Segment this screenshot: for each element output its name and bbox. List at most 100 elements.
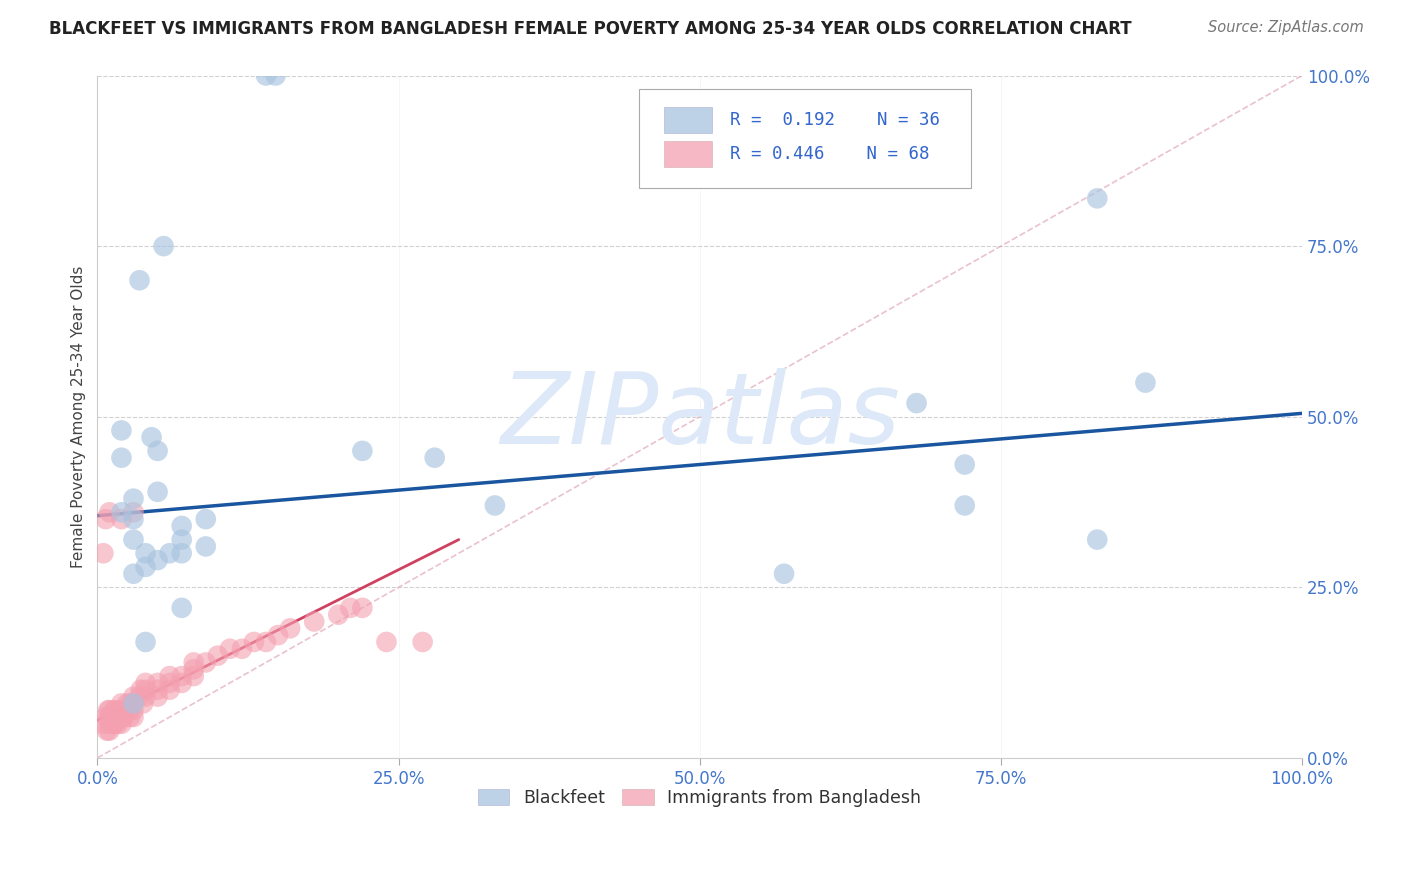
Point [302, 615, 325, 629]
Point [183, 662, 205, 676]
Point [159, 669, 181, 683]
Text: R = 0.446    N = 68: R = 0.446 N = 68 [730, 145, 929, 163]
Point [170, 546, 193, 560]
Point [118, 710, 141, 724]
Point [146, 553, 169, 567]
Point [122, 710, 145, 724]
FancyBboxPatch shape [640, 89, 970, 188]
Point [104, 710, 127, 724]
Point [135, 635, 157, 649]
Point [146, 690, 169, 704]
Point [110, 697, 132, 711]
Point [110, 710, 132, 724]
Point [104, 717, 127, 731]
Point [128, 690, 150, 704]
Point [170, 600, 193, 615]
Point [94, 512, 117, 526]
Point [97, 703, 120, 717]
Point [375, 635, 398, 649]
Point [905, 396, 928, 410]
Point [218, 641, 240, 656]
Point [170, 533, 193, 547]
Point [183, 669, 205, 683]
Point [105, 710, 128, 724]
Point [135, 690, 157, 704]
Point [278, 621, 301, 635]
Point [243, 635, 266, 649]
Point [94, 710, 117, 724]
Point [122, 703, 145, 717]
Point [129, 682, 152, 697]
Point [953, 458, 976, 472]
Point [93, 546, 115, 560]
Point [117, 697, 139, 711]
Point [254, 635, 277, 649]
Point [128, 273, 150, 287]
Point [159, 682, 181, 697]
Text: ZIPatlas: ZIPatlas [499, 368, 900, 466]
Point [135, 676, 157, 690]
Point [110, 512, 132, 526]
Point [118, 703, 141, 717]
Point [98, 717, 121, 731]
Point [122, 533, 145, 547]
Point [159, 546, 181, 560]
Point [254, 69, 277, 83]
Point [135, 546, 157, 560]
Point [152, 239, 174, 253]
Point [98, 505, 121, 519]
Point [112, 710, 135, 724]
Point [110, 717, 132, 731]
Point [120, 697, 142, 711]
Point [328, 607, 350, 622]
Point [194, 540, 217, 554]
Bar [664, 141, 711, 167]
Point [104, 703, 127, 717]
Point [207, 648, 229, 663]
Point [132, 697, 155, 711]
Point [170, 676, 193, 690]
Point [183, 656, 205, 670]
Point [1085, 533, 1108, 547]
Point [98, 703, 121, 717]
Point [194, 512, 217, 526]
Point [146, 484, 169, 499]
Point [267, 628, 290, 642]
Point [339, 600, 361, 615]
Point [146, 443, 169, 458]
Point [98, 723, 121, 738]
Point [352, 600, 374, 615]
Point [953, 499, 976, 513]
Point [135, 682, 157, 697]
Point [412, 635, 434, 649]
Point [122, 512, 145, 526]
Point [93, 717, 115, 731]
Point [110, 424, 132, 438]
Point [146, 682, 169, 697]
Point [135, 560, 157, 574]
Point [98, 710, 121, 724]
Point [110, 505, 132, 519]
Point [1085, 191, 1108, 205]
Point [423, 450, 446, 465]
Point [122, 697, 145, 711]
Point [194, 656, 217, 670]
Point [101, 710, 124, 724]
Point [114, 703, 136, 717]
Point [122, 566, 145, 581]
Point [108, 703, 131, 717]
Point [122, 697, 145, 711]
Point [773, 566, 796, 581]
Point [264, 69, 287, 83]
Point [122, 505, 145, 519]
Point [352, 443, 374, 458]
Text: Source: ZipAtlas.com: Source: ZipAtlas.com [1208, 20, 1364, 35]
Bar [664, 107, 711, 133]
Point [96, 723, 118, 738]
Point [231, 641, 253, 656]
Point [103, 703, 125, 717]
Y-axis label: Female Poverty Among 25-34 Year Olds: Female Poverty Among 25-34 Year Olds [72, 266, 86, 568]
Point [110, 450, 132, 465]
Point [122, 491, 145, 506]
Text: R =  0.192    N = 36: R = 0.192 N = 36 [730, 111, 939, 128]
